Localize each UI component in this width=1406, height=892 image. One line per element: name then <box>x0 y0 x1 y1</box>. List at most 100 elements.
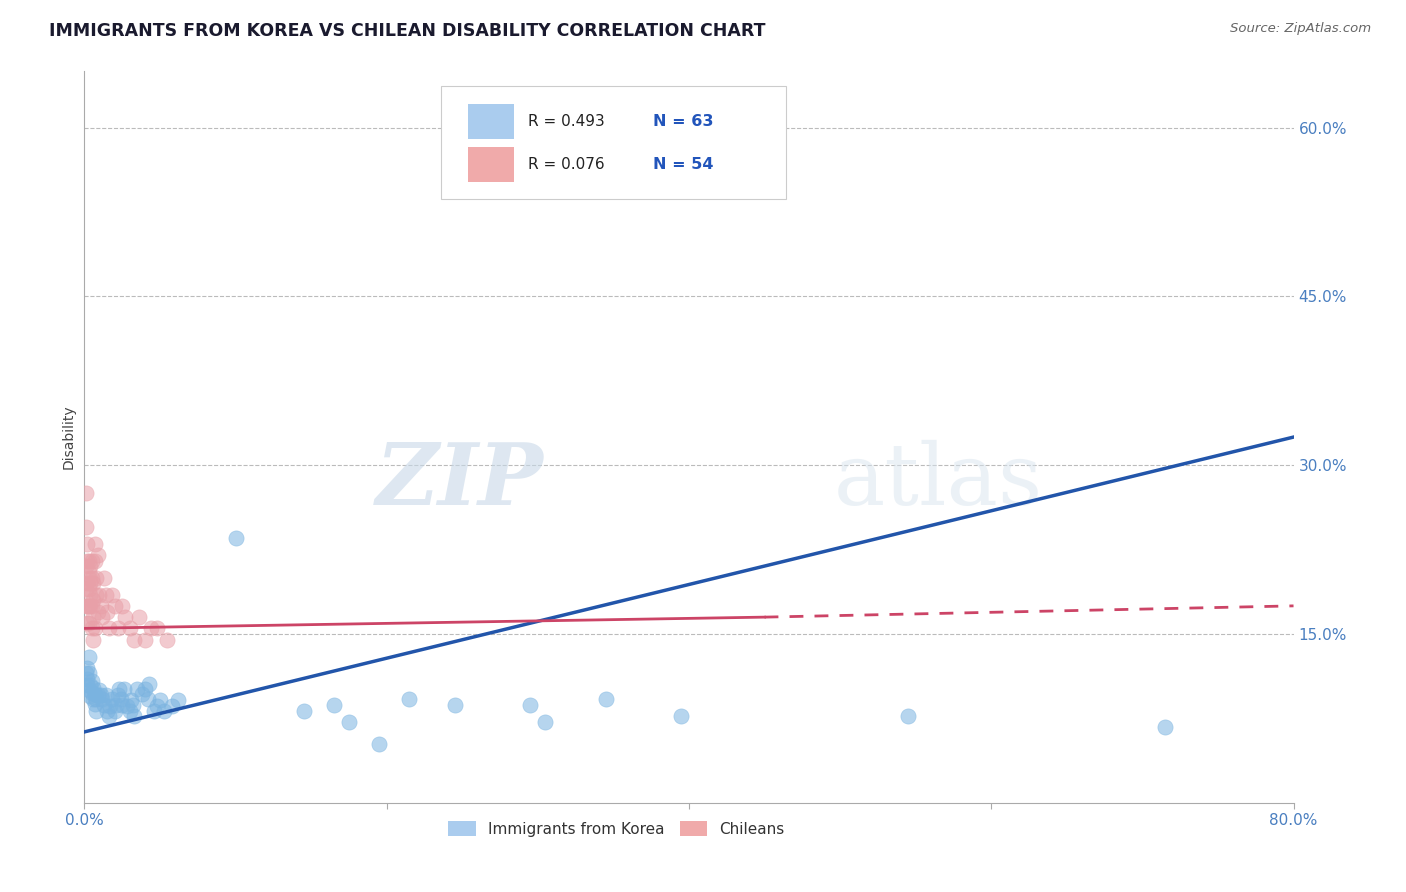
Point <box>75 520 97 534</box>
Point <box>114 610 136 624</box>
Point <box>75 666 97 681</box>
Point <box>77 599 100 613</box>
Point <box>534 714 557 729</box>
Point <box>337 714 360 729</box>
Point <box>79 588 101 602</box>
Point <box>96 605 118 619</box>
Point <box>122 709 145 723</box>
Point <box>107 688 129 702</box>
Point <box>82 576 104 591</box>
Point <box>86 588 108 602</box>
Point <box>146 621 169 635</box>
Point <box>76 615 98 630</box>
Point <box>112 682 135 697</box>
Point <box>96 704 118 718</box>
Point <box>322 698 344 712</box>
Point <box>80 599 103 613</box>
Point <box>118 704 141 718</box>
Point <box>104 704 127 718</box>
Point <box>76 678 98 692</box>
Bar <box>468 146 513 182</box>
Point <box>100 588 122 602</box>
Point <box>77 554 100 568</box>
Point <box>87 688 110 702</box>
Point <box>77 582 100 596</box>
Point <box>97 621 120 635</box>
Point <box>80 621 103 635</box>
Point <box>75 559 97 574</box>
Point <box>84 554 107 568</box>
Point <box>94 588 117 602</box>
Point <box>139 621 162 635</box>
Point <box>89 588 111 602</box>
FancyBboxPatch shape <box>441 86 786 200</box>
Point <box>111 599 134 613</box>
Point <box>120 693 142 707</box>
Text: N = 63: N = 63 <box>652 113 713 128</box>
Point <box>80 674 103 689</box>
Point <box>89 683 111 698</box>
Point <box>128 610 150 624</box>
Point <box>82 692 104 706</box>
Point <box>90 599 112 613</box>
Point <box>160 699 183 714</box>
Point <box>149 693 172 707</box>
Bar <box>468 104 513 139</box>
Point <box>443 698 465 712</box>
Point <box>77 666 100 681</box>
Text: atlas: atlas <box>834 440 1043 523</box>
Point <box>104 599 127 613</box>
Point <box>77 615 100 630</box>
Point <box>146 699 169 714</box>
Point <box>105 698 128 712</box>
Point <box>94 688 117 702</box>
Point <box>167 693 190 707</box>
Point <box>76 599 98 613</box>
Text: N = 54: N = 54 <box>652 157 713 172</box>
Point <box>225 532 247 546</box>
Point <box>76 554 98 568</box>
Text: R = 0.493: R = 0.493 <box>529 113 605 128</box>
Point <box>77 649 100 664</box>
Point <box>79 576 101 591</box>
Point <box>134 682 156 697</box>
Point <box>76 672 98 686</box>
Point <box>79 689 101 703</box>
Point <box>100 692 122 706</box>
Y-axis label: Disability: Disability <box>62 405 76 469</box>
Point <box>76 576 98 591</box>
Point <box>153 704 176 718</box>
Point <box>75 486 97 500</box>
Point <box>84 687 107 701</box>
Point <box>122 632 145 647</box>
Point <box>111 698 134 712</box>
Point <box>80 571 103 585</box>
Point <box>87 548 110 562</box>
Point <box>138 676 160 690</box>
Point <box>76 537 98 551</box>
Point <box>142 704 165 718</box>
Point <box>519 698 541 712</box>
Point <box>98 699 121 714</box>
Point <box>671 709 693 723</box>
Point <box>82 610 104 624</box>
Text: ZIP: ZIP <box>375 439 544 523</box>
Point <box>79 678 101 692</box>
Point <box>897 709 920 723</box>
Point <box>86 692 108 706</box>
Point <box>292 704 315 718</box>
Point <box>93 698 115 712</box>
Point <box>86 571 108 585</box>
Point <box>368 737 391 751</box>
Point <box>118 621 141 635</box>
Point <box>84 697 107 711</box>
Point <box>84 621 107 635</box>
Point <box>84 537 107 551</box>
Point <box>87 605 110 619</box>
Point <box>115 699 138 714</box>
Point <box>97 709 120 723</box>
Point <box>79 599 101 613</box>
Point <box>121 698 143 712</box>
Point <box>82 632 104 647</box>
Point <box>82 593 104 607</box>
